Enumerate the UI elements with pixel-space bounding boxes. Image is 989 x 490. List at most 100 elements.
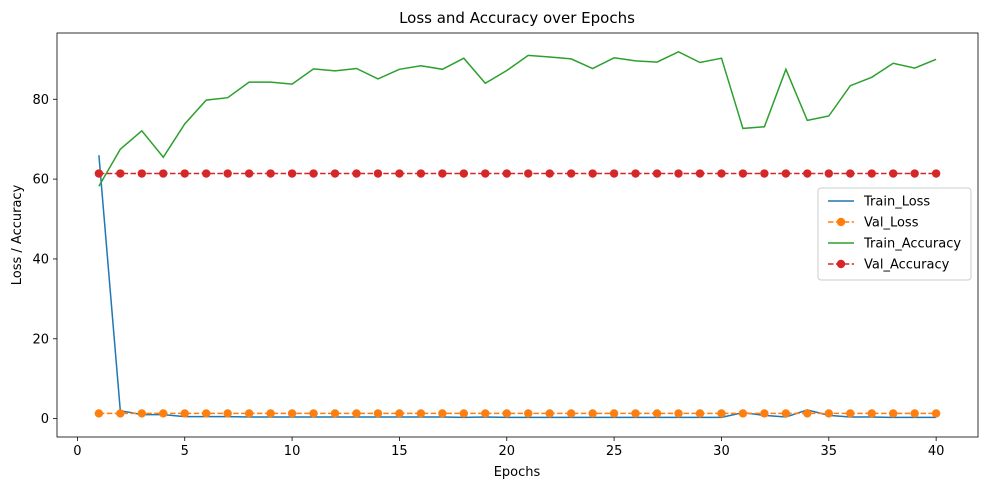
plot-frame (56, 32, 979, 438)
data-point-val-loss (846, 409, 855, 418)
x-tick-label: 25 (606, 444, 623, 459)
data-point-val-accuracy (459, 169, 469, 178)
data-point-val-loss (566, 409, 576, 418)
data-point-val-loss (116, 409, 125, 418)
data-point-val-loss (545, 409, 554, 418)
x-tick-label: 35 (821, 444, 838, 459)
y-tick-label: 20 (32, 332, 49, 347)
data-point-val-accuracy (588, 169, 597, 178)
data-point-val-accuracy (373, 169, 383, 178)
data-point-val-accuracy (481, 169, 490, 178)
data-point-val-loss (266, 409, 275, 418)
data-point-val-accuracy (609, 169, 619, 178)
data-point-val-accuracy (524, 169, 533, 178)
data-point-val-accuracy (202, 169, 211, 178)
data-point-val-accuracy (824, 169, 833, 178)
data-point-val-loss (481, 409, 490, 418)
data-point-val-accuracy (717, 169, 726, 178)
legend: Train_Loss Val_Loss Train_Accuracy Val_Accu… (817, 187, 972, 281)
x-tick-label: 15 (391, 444, 408, 459)
legend-label-val-loss: Val_Loss (864, 216, 919, 231)
data-point-val-accuracy (803, 169, 812, 178)
legend-box (817, 187, 972, 281)
data-point-val-accuracy (309, 169, 318, 178)
legend-marker-val-loss (836, 217, 846, 227)
data-point-val-accuracy (631, 169, 640, 178)
legend-marker-val-accuracy (836, 259, 846, 269)
data-point-val-loss (244, 409, 254, 418)
data-point-val-accuracy (738, 169, 748, 178)
data-point-val-accuracy (244, 169, 254, 178)
legend-label-train-loss: Train_Loss (863, 195, 930, 210)
chart-title: Loss and Accuracy over Epochs (399, 9, 635, 27)
x-tick-label: 10 (284, 444, 301, 459)
data-point-val-loss (631, 409, 640, 418)
data-point-val-accuracy (545, 169, 554, 178)
data-point-val-loss (803, 409, 812, 418)
data-point-val-loss (824, 409, 833, 418)
data-point-val-loss (330, 409, 340, 418)
x-tick-label: 40 (928, 444, 945, 459)
x-tick-label: 5 (181, 444, 189, 459)
data-point-val-accuracy (438, 169, 447, 178)
data-point-val-accuracy (652, 169, 662, 178)
data-point-val-loss (352, 409, 361, 418)
data-point-val-loss (180, 409, 189, 418)
x-axis-ticks: 0 5 10 15 20 25 30 35 40 (73, 437, 944, 459)
y-tick-label: 80 (32, 93, 49, 108)
data-point-val-accuracy (330, 169, 340, 178)
y-tick-label: 60 (32, 173, 49, 188)
data-point-val-accuracy (695, 169, 705, 178)
data-point-val-loss (652, 409, 662, 418)
legend-label-train-accuracy: Train_Accuracy (863, 237, 961, 252)
data-point-val-loss (94, 409, 104, 418)
data-point-val-accuracy (910, 169, 919, 178)
data-point-val-loss (717, 409, 726, 418)
data-point-val-accuracy (931, 169, 941, 178)
y-axis-ticks: 0 20 40 60 80 (32, 93, 57, 427)
data-point-val-accuracy (416, 169, 426, 178)
data-point-val-loss (931, 409, 941, 418)
data-point-val-loss (373, 409, 383, 418)
data-point-val-loss (781, 409, 791, 418)
data-point-val-accuracy (760, 169, 769, 178)
data-point-val-loss (760, 409, 769, 418)
data-point-val-accuracy (674, 169, 683, 178)
data-point-val-loss (888, 409, 898, 418)
data-point-val-loss (416, 409, 426, 418)
data-point-val-accuracy (116, 169, 125, 178)
data-point-val-accuracy (888, 169, 898, 178)
data-point-val-accuracy (266, 169, 275, 178)
data-point-val-loss (588, 409, 597, 418)
data-point-val-loss (867, 409, 876, 418)
data-point-val-accuracy (566, 169, 576, 178)
data-point-val-accuracy (223, 169, 232, 178)
data-point-val-loss (502, 409, 511, 418)
data-point-val-accuracy (94, 169, 104, 178)
series-line-train-accuracy (98, 50, 937, 187)
data-point-val-accuracy (352, 169, 361, 178)
data-point-val-loss (695, 409, 705, 418)
data-point-val-loss (459, 409, 469, 418)
y-tick-label: 40 (32, 252, 49, 267)
data-point-val-loss (309, 409, 318, 418)
y-tick-label: 0 (41, 412, 49, 427)
data-point-val-loss (159, 409, 168, 418)
x-tick-label: 30 (713, 444, 730, 459)
data-point-val-accuracy (867, 169, 876, 178)
y-axis-label: Loss / Accuracy (10, 184, 25, 285)
data-point-val-loss (438, 409, 447, 418)
x-tick-label: 0 (73, 444, 81, 459)
axes-layer (56, 32, 979, 438)
data-point-val-loss (137, 409, 147, 418)
legend-label-val-accuracy: Val_Accuracy (864, 258, 950, 273)
data-point-val-accuracy (395, 169, 404, 178)
data-point-val-loss (910, 409, 919, 418)
data-point-val-loss (395, 409, 404, 418)
data-point-val-accuracy (137, 169, 147, 178)
data-point-val-loss (287, 409, 297, 418)
data-point-val-accuracy (180, 169, 189, 178)
series-layer (94, 50, 941, 419)
data-point-val-loss (674, 409, 683, 418)
